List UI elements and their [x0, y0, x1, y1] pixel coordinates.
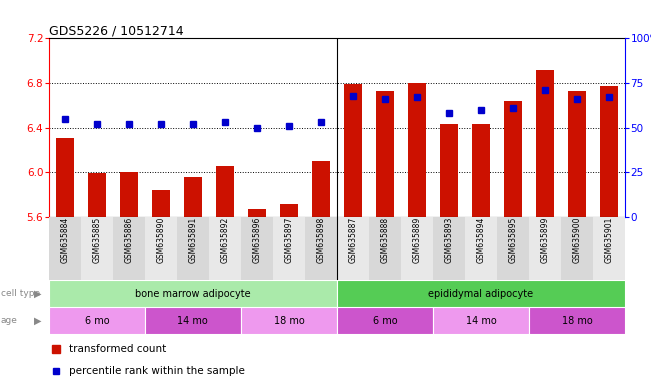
- Bar: [561, 217, 593, 280]
- Text: GSM635900: GSM635900: [572, 217, 581, 263]
- Text: 18 mo: 18 mo: [562, 316, 592, 326]
- Bar: [433, 307, 529, 334]
- Bar: [337, 307, 433, 334]
- Bar: [536, 70, 554, 217]
- Bar: [248, 209, 266, 217]
- Bar: [529, 217, 561, 280]
- Bar: [568, 91, 586, 217]
- Bar: [337, 280, 625, 307]
- Bar: [312, 161, 329, 217]
- Text: GSM635901: GSM635901: [605, 217, 613, 263]
- Text: bone marrow adipocyte: bone marrow adipocyte: [135, 289, 251, 299]
- Text: GSM635899: GSM635899: [540, 217, 549, 263]
- Bar: [120, 172, 137, 217]
- Bar: [152, 190, 170, 217]
- Bar: [433, 217, 465, 280]
- Text: percentile rank within the sample: percentile rank within the sample: [69, 366, 245, 376]
- Bar: [337, 217, 369, 280]
- Text: ▶: ▶: [34, 289, 42, 299]
- Text: ▶: ▶: [34, 316, 42, 326]
- Text: epididymal adipocyte: epididymal adipocyte: [428, 289, 533, 299]
- Bar: [145, 307, 241, 334]
- Text: 18 mo: 18 mo: [273, 316, 304, 326]
- Bar: [504, 101, 521, 217]
- Text: GSM635896: GSM635896: [253, 217, 261, 263]
- Bar: [241, 217, 273, 280]
- Text: GSM635892: GSM635892: [221, 217, 229, 263]
- Bar: [529, 307, 625, 334]
- Bar: [465, 217, 497, 280]
- Text: GSM635897: GSM635897: [284, 217, 294, 263]
- Bar: [376, 91, 394, 217]
- Text: GSM635891: GSM635891: [188, 217, 197, 263]
- Text: GSM635886: GSM635886: [124, 217, 133, 263]
- Text: GSM635884: GSM635884: [61, 217, 69, 263]
- Bar: [145, 217, 177, 280]
- Text: 14 mo: 14 mo: [465, 316, 496, 326]
- Text: GSM635885: GSM635885: [92, 217, 102, 263]
- Text: GSM635890: GSM635890: [156, 217, 165, 263]
- Bar: [593, 217, 625, 280]
- Bar: [216, 166, 234, 217]
- Bar: [305, 217, 337, 280]
- Bar: [184, 177, 202, 217]
- Bar: [88, 174, 105, 217]
- Text: age: age: [1, 316, 18, 325]
- Bar: [280, 204, 298, 217]
- Text: GSM635887: GSM635887: [348, 217, 357, 263]
- Text: transformed count: transformed count: [69, 344, 166, 354]
- Text: GSM635895: GSM635895: [508, 217, 518, 263]
- Bar: [497, 217, 529, 280]
- Text: 6 mo: 6 mo: [372, 316, 397, 326]
- Bar: [81, 217, 113, 280]
- Bar: [440, 124, 458, 217]
- Text: 14 mo: 14 mo: [178, 316, 208, 326]
- Bar: [408, 83, 426, 217]
- Text: 6 mo: 6 mo: [85, 316, 109, 326]
- Bar: [113, 217, 145, 280]
- Bar: [344, 84, 362, 217]
- Text: GSM635893: GSM635893: [445, 217, 453, 263]
- Bar: [401, 217, 433, 280]
- Text: cell type: cell type: [1, 289, 40, 298]
- Bar: [49, 217, 81, 280]
- Bar: [49, 280, 337, 307]
- Text: GSM635894: GSM635894: [477, 217, 486, 263]
- Text: GDS5226 / 10512714: GDS5226 / 10512714: [49, 24, 184, 37]
- Text: GSM635889: GSM635889: [413, 217, 421, 263]
- Text: GSM635898: GSM635898: [316, 217, 326, 263]
- Bar: [369, 217, 401, 280]
- Bar: [177, 217, 209, 280]
- Bar: [209, 217, 241, 280]
- Text: GSM635888: GSM635888: [380, 217, 389, 263]
- Bar: [273, 217, 305, 280]
- Bar: [472, 124, 490, 217]
- Bar: [241, 307, 337, 334]
- Bar: [49, 307, 145, 334]
- Bar: [600, 86, 618, 217]
- Bar: [56, 138, 74, 217]
